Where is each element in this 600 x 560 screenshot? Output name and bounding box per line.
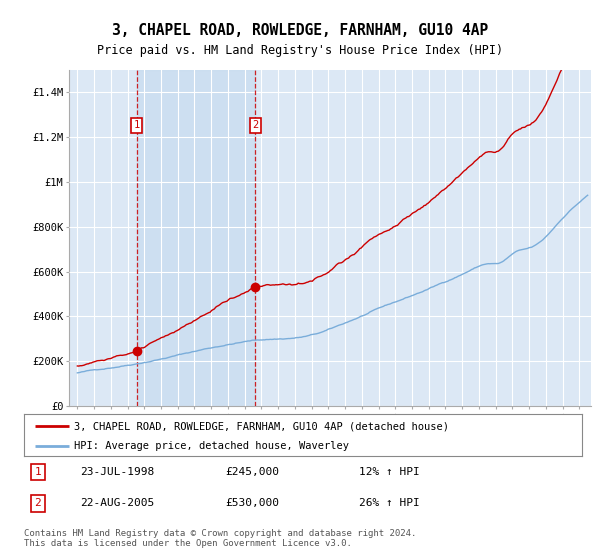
- Text: Price paid vs. HM Land Registry's House Price Index (HPI): Price paid vs. HM Land Registry's House …: [97, 44, 503, 57]
- Bar: [137, 70, 256, 406]
- Text: 1: 1: [134, 120, 140, 130]
- Text: 3, CHAPEL ROAD, ROWLEDGE, FARNHAM, GU10 4AP (detached house): 3, CHAPEL ROAD, ROWLEDGE, FARNHAM, GU10 …: [74, 421, 449, 431]
- Text: £245,000: £245,000: [225, 467, 279, 477]
- Text: 3, CHAPEL ROAD, ROWLEDGE, FARNHAM, GU10 4AP: 3, CHAPEL ROAD, ROWLEDGE, FARNHAM, GU10 …: [112, 24, 488, 38]
- Bar: [571, 70, 591, 406]
- Text: £530,000: £530,000: [225, 498, 279, 508]
- Text: 1: 1: [35, 467, 41, 477]
- Text: HPI: Average price, detached house, Waverley: HPI: Average price, detached house, Wave…: [74, 441, 349, 451]
- Text: 2: 2: [252, 120, 259, 130]
- Text: 2: 2: [35, 498, 41, 508]
- Text: 23-JUL-1998: 23-JUL-1998: [80, 467, 154, 477]
- Text: Contains HM Land Registry data © Crown copyright and database right 2024.
This d: Contains HM Land Registry data © Crown c…: [24, 529, 416, 548]
- Text: 22-AUG-2005: 22-AUG-2005: [80, 498, 154, 508]
- Text: 12% ↑ HPI: 12% ↑ HPI: [359, 467, 419, 477]
- Text: 26% ↑ HPI: 26% ↑ HPI: [359, 498, 419, 508]
